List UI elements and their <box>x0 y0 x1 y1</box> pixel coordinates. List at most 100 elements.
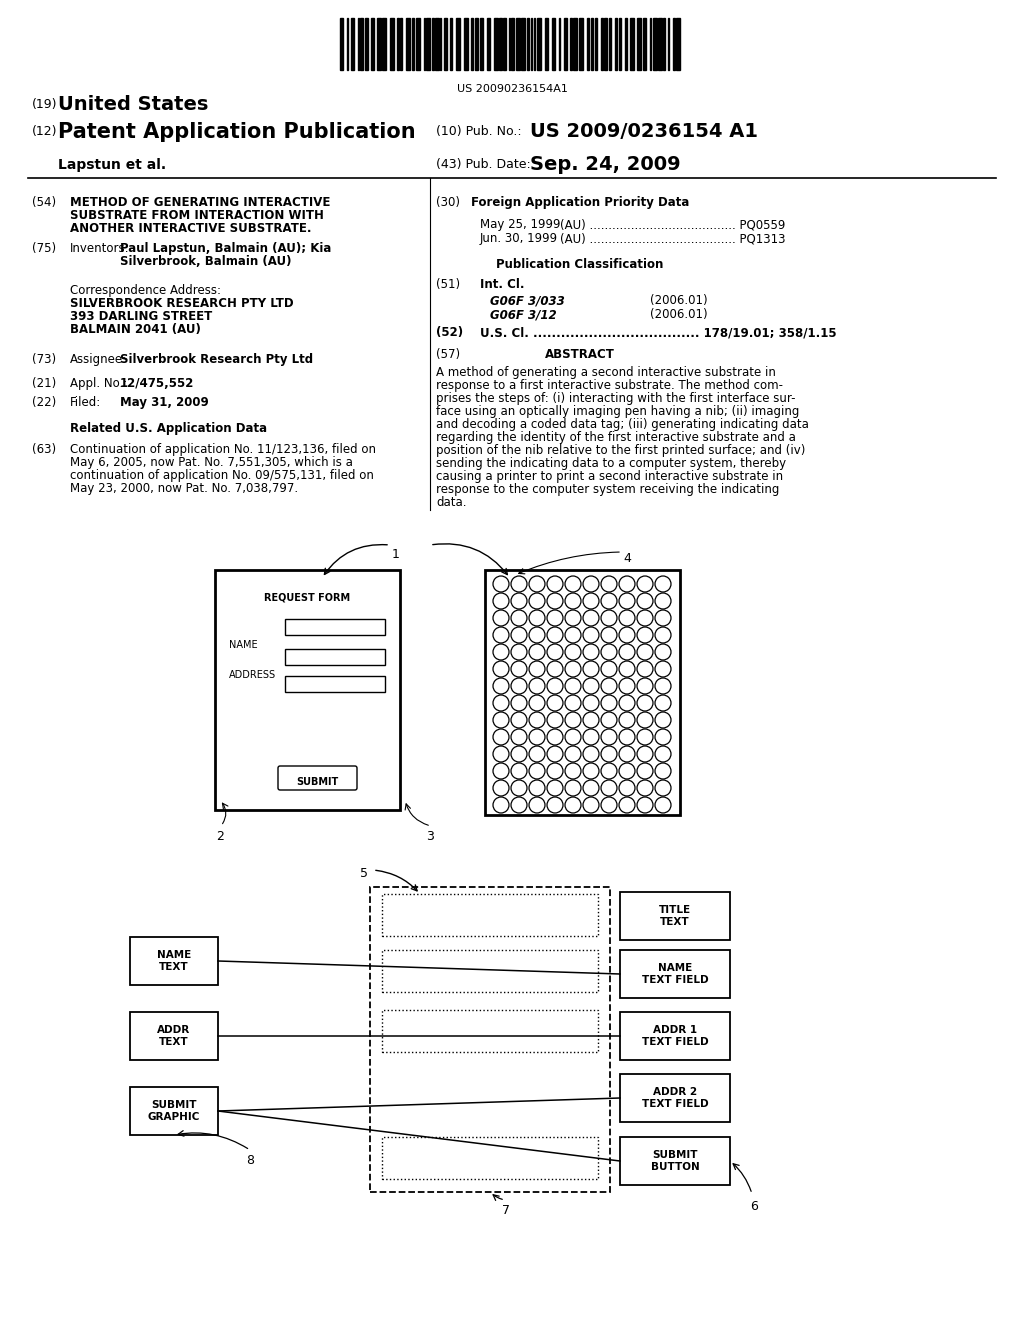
Bar <box>382 1010 598 1052</box>
Bar <box>377 18 381 70</box>
Text: US 20090236154A1: US 20090236154A1 <box>457 84 567 94</box>
Bar <box>360 18 362 70</box>
Circle shape <box>618 610 635 626</box>
Text: ADDR 2
TEXT FIELD: ADDR 2 TEXT FIELD <box>642 1086 709 1109</box>
Circle shape <box>565 576 581 591</box>
Bar <box>464 18 468 70</box>
Circle shape <box>511 593 527 609</box>
Text: (AU) ....................................... PQ0559: (AU) ...................................… <box>560 218 785 231</box>
Bar <box>620 892 730 940</box>
Text: (21): (21) <box>32 378 56 389</box>
Circle shape <box>565 644 581 660</box>
Text: May 23, 2000, now Pat. No. 7,038,797.: May 23, 2000, now Pat. No. 7,038,797. <box>70 482 298 495</box>
Bar <box>643 18 646 70</box>
Bar <box>471 18 473 70</box>
Text: data.: data. <box>436 496 467 510</box>
Bar <box>545 18 548 70</box>
Circle shape <box>618 678 635 694</box>
Circle shape <box>493 729 509 744</box>
Bar <box>130 1086 218 1135</box>
Circle shape <box>655 711 671 729</box>
Circle shape <box>583 593 599 609</box>
Text: May 31, 2009: May 31, 2009 <box>120 396 209 409</box>
Circle shape <box>511 763 527 779</box>
Circle shape <box>529 610 545 626</box>
Bar <box>658 18 662 70</box>
Text: Silverbrook Research Pty Ltd: Silverbrook Research Pty Ltd <box>120 352 313 366</box>
Circle shape <box>583 644 599 660</box>
Bar <box>390 18 394 70</box>
Circle shape <box>511 610 527 626</box>
Circle shape <box>511 780 527 796</box>
Text: ADDR
TEXT: ADDR TEXT <box>158 1024 190 1047</box>
Text: (57): (57) <box>436 348 460 360</box>
Circle shape <box>511 711 527 729</box>
Circle shape <box>618 729 635 744</box>
Bar <box>475 18 478 70</box>
Bar <box>285 649 385 665</box>
Bar <box>527 18 529 70</box>
Circle shape <box>601 576 617 591</box>
Circle shape <box>583 729 599 744</box>
Text: A method of generating a second interactive substrate in: A method of generating a second interact… <box>436 366 776 379</box>
Circle shape <box>565 610 581 626</box>
Text: 4: 4 <box>623 552 631 565</box>
Text: SUBMIT: SUBMIT <box>296 777 338 787</box>
Bar <box>432 18 434 70</box>
Text: Correspondence Address:: Correspondence Address: <box>70 284 221 297</box>
Bar <box>351 18 354 70</box>
Bar <box>521 18 525 70</box>
Circle shape <box>655 610 671 626</box>
FancyBboxPatch shape <box>278 766 357 789</box>
Circle shape <box>601 678 617 694</box>
Text: NAME: NAME <box>229 640 258 649</box>
Circle shape <box>655 797 671 813</box>
Text: NAME
TEXT: NAME TEXT <box>157 950 191 973</box>
Circle shape <box>529 644 545 660</box>
Text: prises the steps of: (i) interacting with the first interface sur-: prises the steps of: (i) interacting wit… <box>436 392 796 405</box>
Text: (43) Pub. Date:: (43) Pub. Date: <box>436 158 530 172</box>
Circle shape <box>655 593 671 609</box>
Bar <box>340 18 343 70</box>
Bar <box>130 1012 218 1060</box>
Circle shape <box>637 661 653 677</box>
Text: (52): (52) <box>436 326 463 339</box>
Bar <box>382 1137 598 1179</box>
Circle shape <box>583 763 599 779</box>
Circle shape <box>618 746 635 762</box>
Circle shape <box>655 644 671 660</box>
Circle shape <box>637 610 653 626</box>
Text: response to a first interactive substrate. The method com-: response to a first interactive substrat… <box>436 379 783 392</box>
Bar <box>503 18 506 70</box>
Text: (30): (30) <box>436 195 460 209</box>
Bar <box>516 18 520 70</box>
Bar <box>630 18 634 70</box>
Circle shape <box>655 729 671 744</box>
Text: position of the nib relative to the first printed surface; and (iv): position of the nib relative to the firs… <box>436 444 805 457</box>
Circle shape <box>529 797 545 813</box>
Circle shape <box>511 678 527 694</box>
Circle shape <box>529 627 545 643</box>
Circle shape <box>565 763 581 779</box>
Bar <box>595 18 597 70</box>
Circle shape <box>637 780 653 796</box>
Circle shape <box>547 678 563 694</box>
Text: Continuation of application No. 11/123,136, filed on: Continuation of application No. 11/123,1… <box>70 444 376 455</box>
Circle shape <box>511 797 527 813</box>
Circle shape <box>601 593 617 609</box>
Circle shape <box>493 696 509 711</box>
Bar <box>587 18 589 70</box>
Text: 5: 5 <box>360 867 368 880</box>
Bar <box>620 950 730 998</box>
Circle shape <box>511 746 527 762</box>
Circle shape <box>655 746 671 762</box>
Circle shape <box>601 729 617 744</box>
Text: (AU) ....................................... PQ1313: (AU) ...................................… <box>560 232 785 246</box>
Bar <box>406 18 410 70</box>
Bar <box>653 18 657 70</box>
Text: Appl. No.:: Appl. No.: <box>70 378 127 389</box>
Circle shape <box>637 678 653 694</box>
Circle shape <box>637 797 653 813</box>
Circle shape <box>637 576 653 591</box>
Text: May 6, 2005, now Pat. No. 7,551,305, which is a: May 6, 2005, now Pat. No. 7,551,305, whi… <box>70 455 353 469</box>
